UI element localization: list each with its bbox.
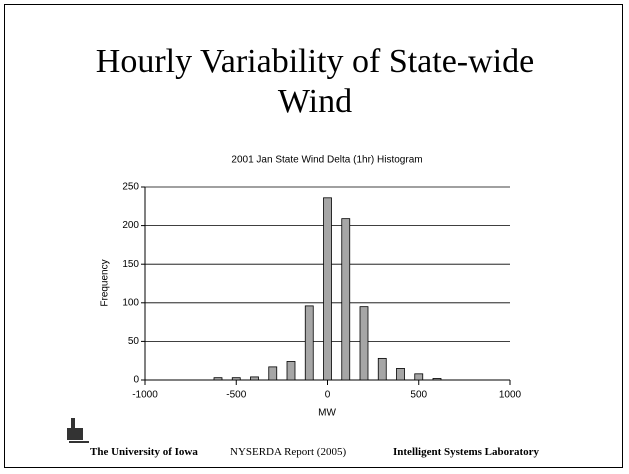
y-tick-label: 50 xyxy=(128,336,140,347)
bar xyxy=(396,368,405,381)
y-tick-label: 0 xyxy=(133,375,139,386)
x-tick-label: -1000 xyxy=(132,390,158,401)
y-tick-label: 150 xyxy=(122,259,139,270)
bar xyxy=(286,361,296,381)
x-tick-label: 0 xyxy=(325,390,331,401)
slide-frame xyxy=(4,4,623,468)
y-tick-label: 250 xyxy=(122,182,139,193)
bar xyxy=(231,377,241,381)
x-tick-label: -500 xyxy=(226,390,246,401)
bar xyxy=(323,197,332,381)
logo xyxy=(67,418,89,443)
x-tick-label: 1000 xyxy=(499,390,522,401)
x-tick-label: 500 xyxy=(410,390,427,401)
footer-left: The University of Iowa xyxy=(90,446,198,458)
bar xyxy=(213,377,223,381)
bar xyxy=(359,306,369,381)
chart-title: 2001 Jan State Wind Delta (1hr) Histogra… xyxy=(231,155,422,166)
bar xyxy=(377,357,387,381)
bar xyxy=(304,305,314,381)
y-tick-label: 200 xyxy=(122,220,139,231)
footer-center: NYSERDA Report (2005) xyxy=(230,446,347,458)
slide-title: Hourly Variability of State-wide Wind xyxy=(95,43,535,120)
footer-right: Intelligent Systems Laboratory xyxy=(393,446,540,458)
y-axis-label: Frequency xyxy=(100,259,111,306)
bar xyxy=(414,373,424,381)
x-axis-label: MW xyxy=(318,408,336,419)
y-tick-label: 100 xyxy=(122,297,139,308)
bar xyxy=(268,366,278,381)
bar xyxy=(250,376,259,381)
bar xyxy=(432,378,442,381)
bar xyxy=(341,218,351,381)
